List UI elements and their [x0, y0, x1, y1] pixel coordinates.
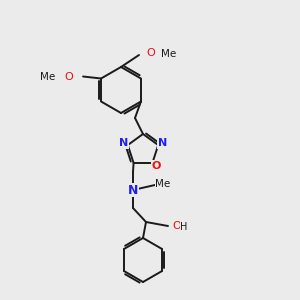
- Text: O: O: [152, 161, 161, 171]
- Text: Me: Me: [155, 179, 171, 189]
- Text: N: N: [158, 138, 167, 148]
- Text: Me: Me: [161, 49, 176, 59]
- Text: O: O: [147, 48, 155, 58]
- Text: H: H: [180, 222, 188, 232]
- Text: Me: Me: [40, 73, 55, 82]
- Text: N: N: [128, 184, 138, 196]
- Text: N: N: [119, 138, 128, 148]
- Text: O: O: [65, 71, 74, 82]
- Text: O: O: [172, 221, 182, 231]
